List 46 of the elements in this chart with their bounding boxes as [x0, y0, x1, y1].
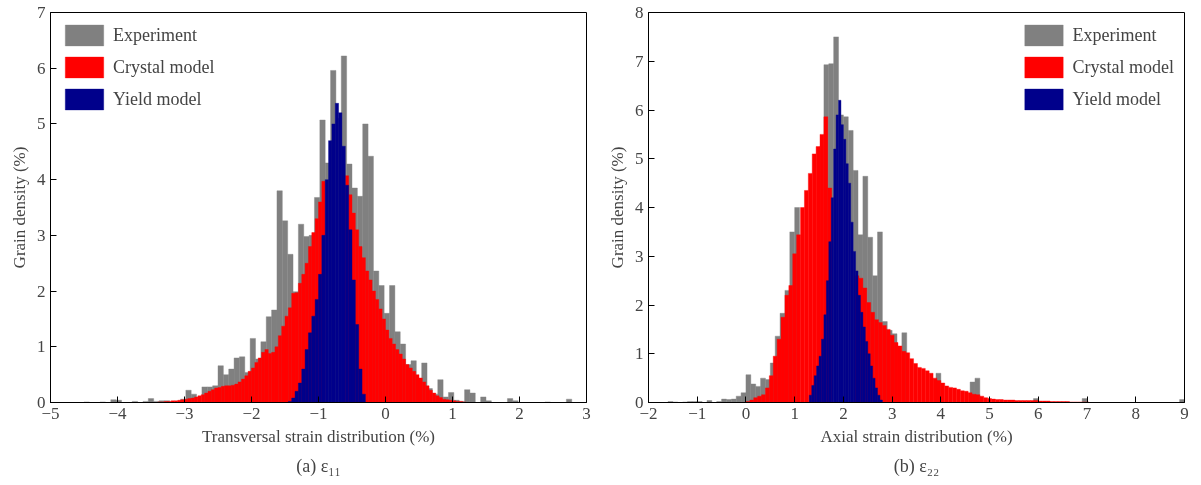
x-tick-label: 3	[582, 403, 591, 423]
x-tick-label: 6	[1034, 403, 1043, 423]
x-tick-label: 7	[1082, 403, 1092, 423]
x-tick-label: −3	[175, 403, 194, 423]
y-tick-label: 5	[37, 114, 46, 134]
y-tick-label: 1	[635, 344, 644, 364]
x-tick-label: 2	[839, 403, 848, 423]
x-tick-label: 3	[887, 403, 897, 423]
y-tick-label: 2	[635, 295, 644, 315]
y-tick-label: 5	[635, 149, 644, 169]
y-tick-label: 6	[635, 100, 644, 120]
y-tick-label: 6	[37, 58, 46, 78]
y-tick-label: 8	[635, 3, 644, 22]
x-tick-label: 8	[1131, 403, 1141, 423]
y-tick-label: 3	[635, 246, 644, 266]
x-tick-label: 4	[936, 403, 946, 423]
x-tick-label: 2	[515, 403, 524, 423]
x-tick-label: −4	[108, 403, 128, 423]
text: (b) ε₂₂	[893, 455, 940, 477]
y-tick-label: 3	[37, 225, 46, 245]
legend-label: Crystal model	[113, 56, 215, 78]
y-tick-label: 1	[37, 337, 46, 357]
x-tick-label: −1	[309, 403, 328, 423]
legend-label: Experiment	[1072, 24, 1157, 46]
legend-label: Yield model	[1072, 88, 1161, 110]
x-tick-label: 5	[985, 403, 994, 423]
x-tick-label: 0	[741, 403, 751, 423]
x-tick-label: 1	[448, 403, 457, 423]
legend-label: Crystal model	[1072, 56, 1174, 78]
x-tick-label: 1	[790, 403, 799, 423]
x-tick-label: 9	[1180, 403, 1189, 423]
legend-label: Experiment	[113, 24, 197, 46]
x-tick-label: 0	[381, 403, 390, 423]
x-tick-label: −1	[688, 403, 707, 423]
text: (a) ε₁₁	[296, 455, 341, 477]
legend-label: Yield model	[113, 88, 202, 110]
y-tick-label: 7	[37, 3, 46, 22]
y-tick-label: 4	[37, 170, 46, 190]
y-axis-title: Grain density (%)	[608, 146, 627, 269]
y-tick-label: 7	[635, 51, 644, 71]
x-tick-label: −2	[242, 403, 261, 423]
y-tick-label: 2	[37, 281, 46, 301]
x-axis-title: Transversal strain distribution (%)	[201, 426, 436, 446]
x-axis-title: Axial strain distribution (%)	[820, 426, 1013, 446]
y-axis-title: Grain density (%)	[10, 146, 29, 269]
y-tick-label: 4	[635, 198, 644, 217]
